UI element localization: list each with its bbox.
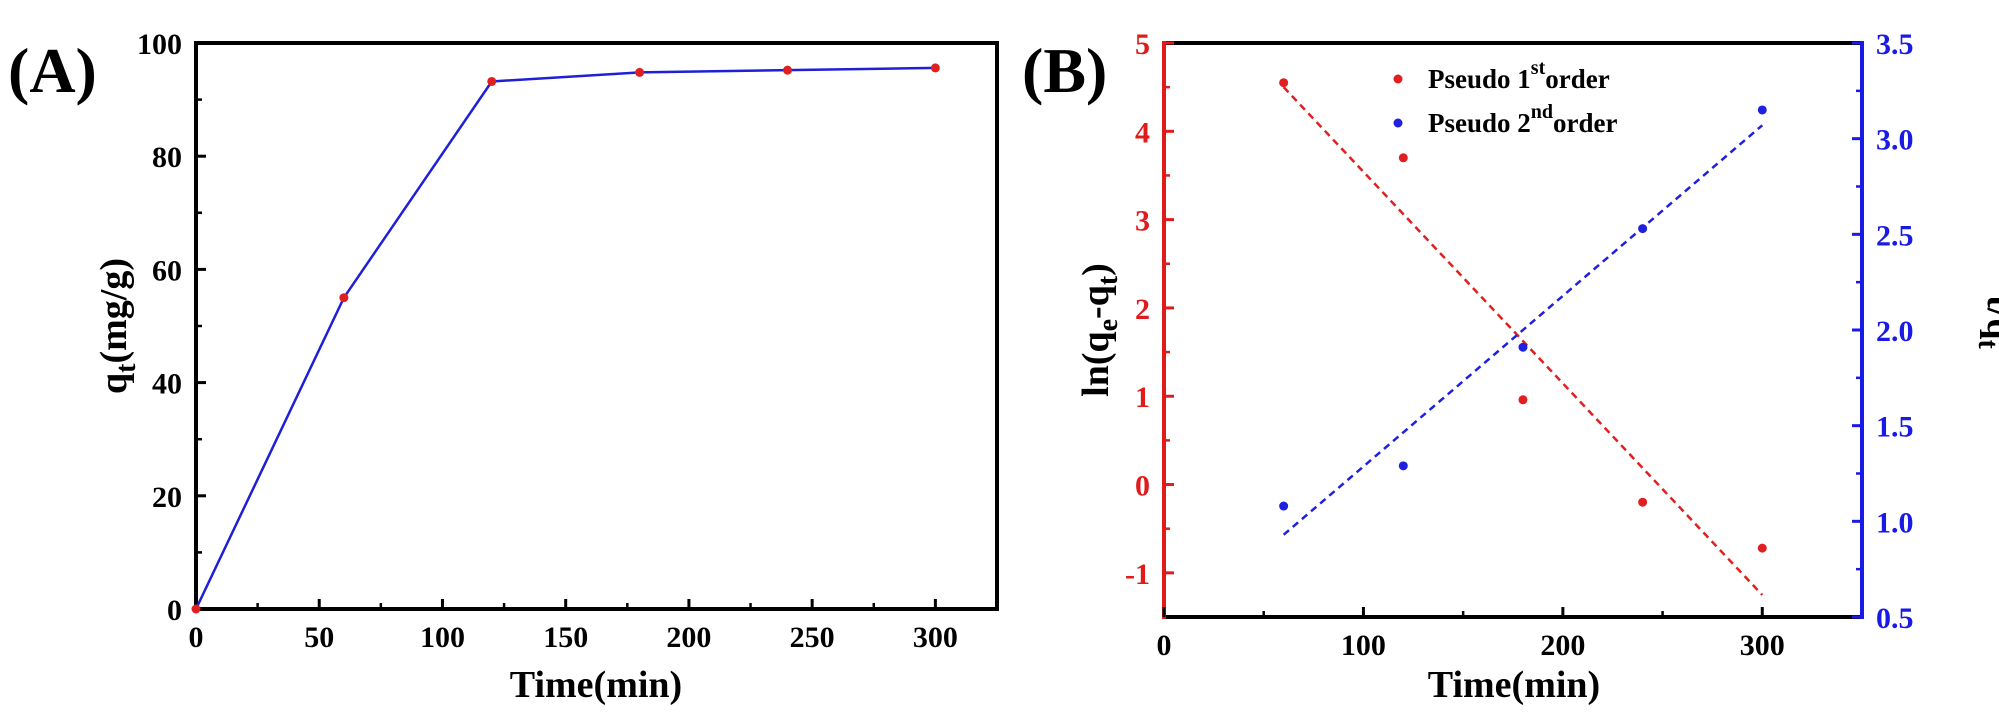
panel-b-data-point-pseudo-1st <box>1279 78 1289 88</box>
panel-a-y-axis-title: qt(mg/g) <box>93 258 142 394</box>
panel-a-x-tick-label: 200 <box>666 621 711 654</box>
panel-b-x-tick-label: 300 <box>1740 629 1785 662</box>
panel-a-y-tick-label: 20 <box>152 481 182 514</box>
panel-a-y-tick-label: 0 <box>167 594 182 627</box>
panel-b-right-y-tick-label: 3.0 <box>1876 124 1914 157</box>
panel-b: (B) 0 100 200 300 -1 0 1 2 3 4 5 0.5 1.0 1.5 2.0 2.5 3.0… <box>1022 28 1999 706</box>
panel-a-data-point <box>783 65 793 75</box>
legend-label-pseudo-1st: Pseudo 1storder <box>1428 57 1610 94</box>
panel-b-data-point-pseudo-1st <box>1518 395 1528 405</box>
panel-b-ylabel-right-sub: t <box>1972 340 1999 350</box>
panel-b-label: (B) <box>1022 35 1107 106</box>
panel-b-ylabel-left-sub1: e <box>1093 319 1124 331</box>
panel-b-ylabel-left-base: ln(q <box>1075 331 1117 396</box>
panel-a-x-axis-title: Time(min) <box>510 664 682 706</box>
panel-a-series-line <box>194 66 936 610</box>
panel-a-data-point <box>191 604 201 614</box>
panel-b-ticks <box>1162 41 1862 619</box>
panel-a: (A) 0 50 100 150 200 250 300 0 20 40 60 80 100 Time(… <box>8 28 999 706</box>
panel-b-left-y-tick-label: 0 <box>1135 470 1150 503</box>
panel-b-left-y-tick-label: 5 <box>1135 28 1150 61</box>
panel-b-ylabel-right-base: t/q <box>1979 295 1999 339</box>
panel-b-left-y-tick-label: 1 <box>1135 381 1150 414</box>
panel-b-ylabel-left-tail: ) <box>1075 263 1117 276</box>
panel-a-y-tick-label: 40 <box>152 368 182 401</box>
panel-b-fit-lines <box>1282 86 1764 596</box>
legend-2nd-sup: nd <box>1531 101 1553 123</box>
panel-b-x-tick-label: 100 <box>1341 629 1386 662</box>
panel-a-y-tick-label: 100 <box>137 28 182 61</box>
panel-b-ylabel-left-sub2: t <box>1093 275 1124 285</box>
panel-b-data-point-pseudo-2nd <box>1518 342 1528 352</box>
panel-a-data-point <box>487 76 497 86</box>
panel-b-right-y-tick-label: 2.5 <box>1876 219 1914 252</box>
panel-b-x-axis-title: Time(min) <box>1428 664 1600 706</box>
panel-b-data-point-pseudo-2nd <box>1398 461 1408 471</box>
panel-b-right-y-tick-label: 2.0 <box>1876 315 1914 348</box>
panel-b-x-tick-label: 200 <box>1540 629 1585 662</box>
panel-a-x-tick-label: 50 <box>304 621 334 654</box>
panel-b-fit-line-pseudo-2nd <box>1282 124 1764 536</box>
panel-a-frame <box>194 41 999 611</box>
legend-1st-pre: Pseudo 1 <box>1428 64 1531 94</box>
panel-b-data-point-pseudo-2nd <box>1638 224 1648 234</box>
panel-a-x-tick-label: 150 <box>543 621 588 654</box>
legend-2nd-pre: Pseudo 2 <box>1428 108 1531 138</box>
panel-a-ylabel-tail: (mg/g) <box>93 258 135 364</box>
panel-b-data-point-pseudo-2nd <box>1757 105 1767 115</box>
panel-a-data-point <box>930 63 940 73</box>
legend-2nd-post: order <box>1553 108 1617 138</box>
panel-a-x-tick-label: 300 <box>913 621 958 654</box>
panel-a-label: (A) <box>8 35 97 106</box>
panel-a-ylabel-sub: t <box>111 363 142 373</box>
panel-a-data-point <box>635 67 645 77</box>
panel-b-left-y-tick-label: 2 <box>1135 293 1150 326</box>
panel-b-left-y-axis-title: ln(qe-qt) <box>1075 263 1124 397</box>
panel-b-series <box>1279 78 1767 553</box>
panel-b-data-point-pseudo-1st <box>1757 543 1767 553</box>
panel-b-tick-labels: 0 100 200 300 -1 0 1 2 3 4 5 0.5 1.0 1.5 2.0 2.5 3.0 3.5 <box>1125 28 1914 662</box>
legend-1st-post: order <box>1545 64 1609 94</box>
panel-a-ticks <box>194 41 937 611</box>
panel-b-ylabel-left-mid: -q <box>1075 285 1117 319</box>
legend-1st-sup: st <box>1531 57 1546 79</box>
legend-marker-pseudo-2nd <box>1393 118 1403 128</box>
panel-b-right-y-axis-title: t/qt <box>1972 295 1999 349</box>
panel-b-data-point-pseudo-1st <box>1638 497 1648 507</box>
panel-b-left-y-tick-label: 3 <box>1135 205 1150 238</box>
panel-b-right-y-tick-label: 1.0 <box>1876 506 1914 539</box>
panel-a-data-point <box>339 293 349 303</box>
panel-b-fit-line-pseudo-1st <box>1282 86 1764 596</box>
panel-b-right-y-tick-label: 3.5 <box>1876 28 1914 61</box>
panel-b-data-point-pseudo-2nd <box>1279 501 1289 511</box>
panel-b-data-point-pseudo-1st <box>1398 153 1408 163</box>
legend-marker-pseudo-1st <box>1393 74 1403 84</box>
panel-b-x-tick-label: 0 <box>1157 629 1172 662</box>
panel-a-ylabel-base: q <box>93 373 135 394</box>
panel-b-right-y-tick-label: 1.5 <box>1876 411 1914 444</box>
panel-a-series <box>191 63 940 614</box>
panel-a-x-tick-label: 250 <box>790 621 835 654</box>
panel-b-legend: Pseudo 1storder Pseudo 2ndorder <box>1393 57 1618 138</box>
panel-b-right-y-tick-label: 0.5 <box>1876 602 1914 635</box>
panel-a-x-tick-label: 0 <box>189 621 204 654</box>
panel-a-tick-labels: 0 50 100 150 200 250 300 0 20 40 60 80 100 <box>137 28 958 654</box>
panel-b-left-y-tick-label: -1 <box>1125 558 1150 591</box>
panel-b-left-y-tick-label: 4 <box>1135 116 1150 149</box>
panel-a-y-tick-label: 80 <box>152 141 182 174</box>
legend-label-pseudo-2nd: Pseudo 2ndorder <box>1428 101 1618 138</box>
panel-a-x-tick-label: 100 <box>420 621 465 654</box>
panel-a-y-tick-label: 60 <box>152 254 182 287</box>
